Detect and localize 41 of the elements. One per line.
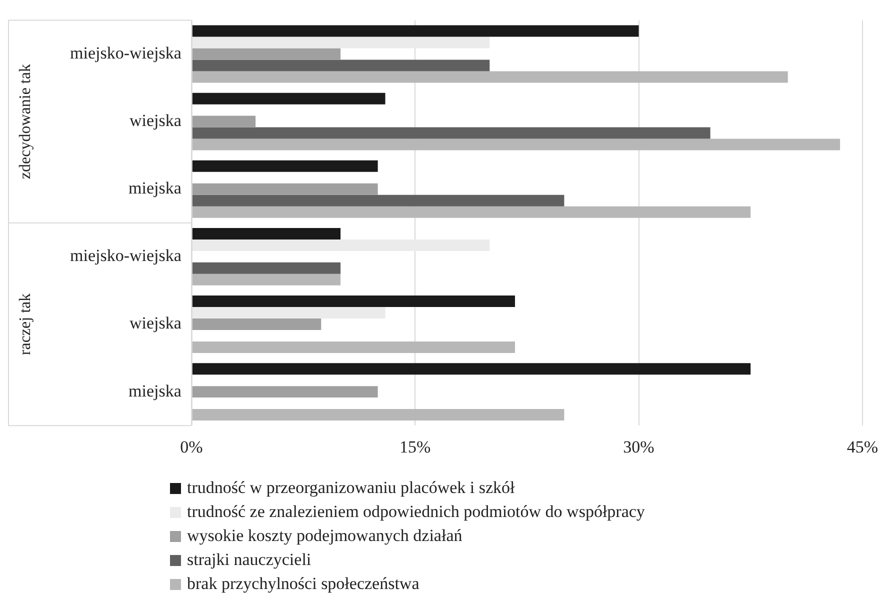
bar <box>192 71 788 83</box>
legend-label: brak przychylności społeczeństwa <box>187 574 420 594</box>
bar <box>192 92 386 104</box>
y-tick-label: miejska <box>128 381 182 400</box>
y-tick-label: wiejska <box>129 111 182 130</box>
bar <box>192 228 341 240</box>
y-tick-label: miejsko-wiejska <box>70 43 182 62</box>
legend-label: trudność ze znalezieniem odpowiednich podmiotów do współpracy <box>187 502 645 522</box>
bar <box>192 307 386 319</box>
x-tick-label: 15% <box>400 437 431 456</box>
y-tick-label: miejska <box>128 178 182 198</box>
bar <box>192 194 564 206</box>
bar <box>192 138 840 150</box>
bar <box>192 60 490 72</box>
bar <box>192 341 515 353</box>
x-tick-label: 0% <box>180 437 203 456</box>
bar <box>192 160 378 172</box>
x-tick-label: 45% <box>846 437 878 456</box>
bar <box>192 127 710 139</box>
bar <box>192 183 378 195</box>
legend-label: trudność w przeorganizowaniu placówek i szkół <box>187 478 515 498</box>
bar <box>192 296 515 308</box>
bar <box>192 116 256 128</box>
legend-label: wysokie koszty podejmowanych działań <box>187 526 462 546</box>
bar <box>192 274 341 286</box>
legend-label: strajki nauczycieli <box>187 550 312 570</box>
bar <box>192 25 639 37</box>
bar <box>192 363 751 375</box>
bar <box>192 48 341 60</box>
bar <box>192 239 490 251</box>
text: raczej tak <box>17 293 34 356</box>
bar <box>192 409 564 421</box>
bar <box>192 318 322 330</box>
bar <box>192 262 341 274</box>
text: zdecydowanie tak <box>17 64 34 180</box>
x-tick-label: 30% <box>623 437 654 456</box>
y-tick-label: wiejska <box>129 314 182 333</box>
bar <box>192 36 490 48</box>
y-tick-label: miejsko-wiejska <box>70 246 182 266</box>
bar <box>192 206 751 218</box>
bar <box>192 386 378 398</box>
